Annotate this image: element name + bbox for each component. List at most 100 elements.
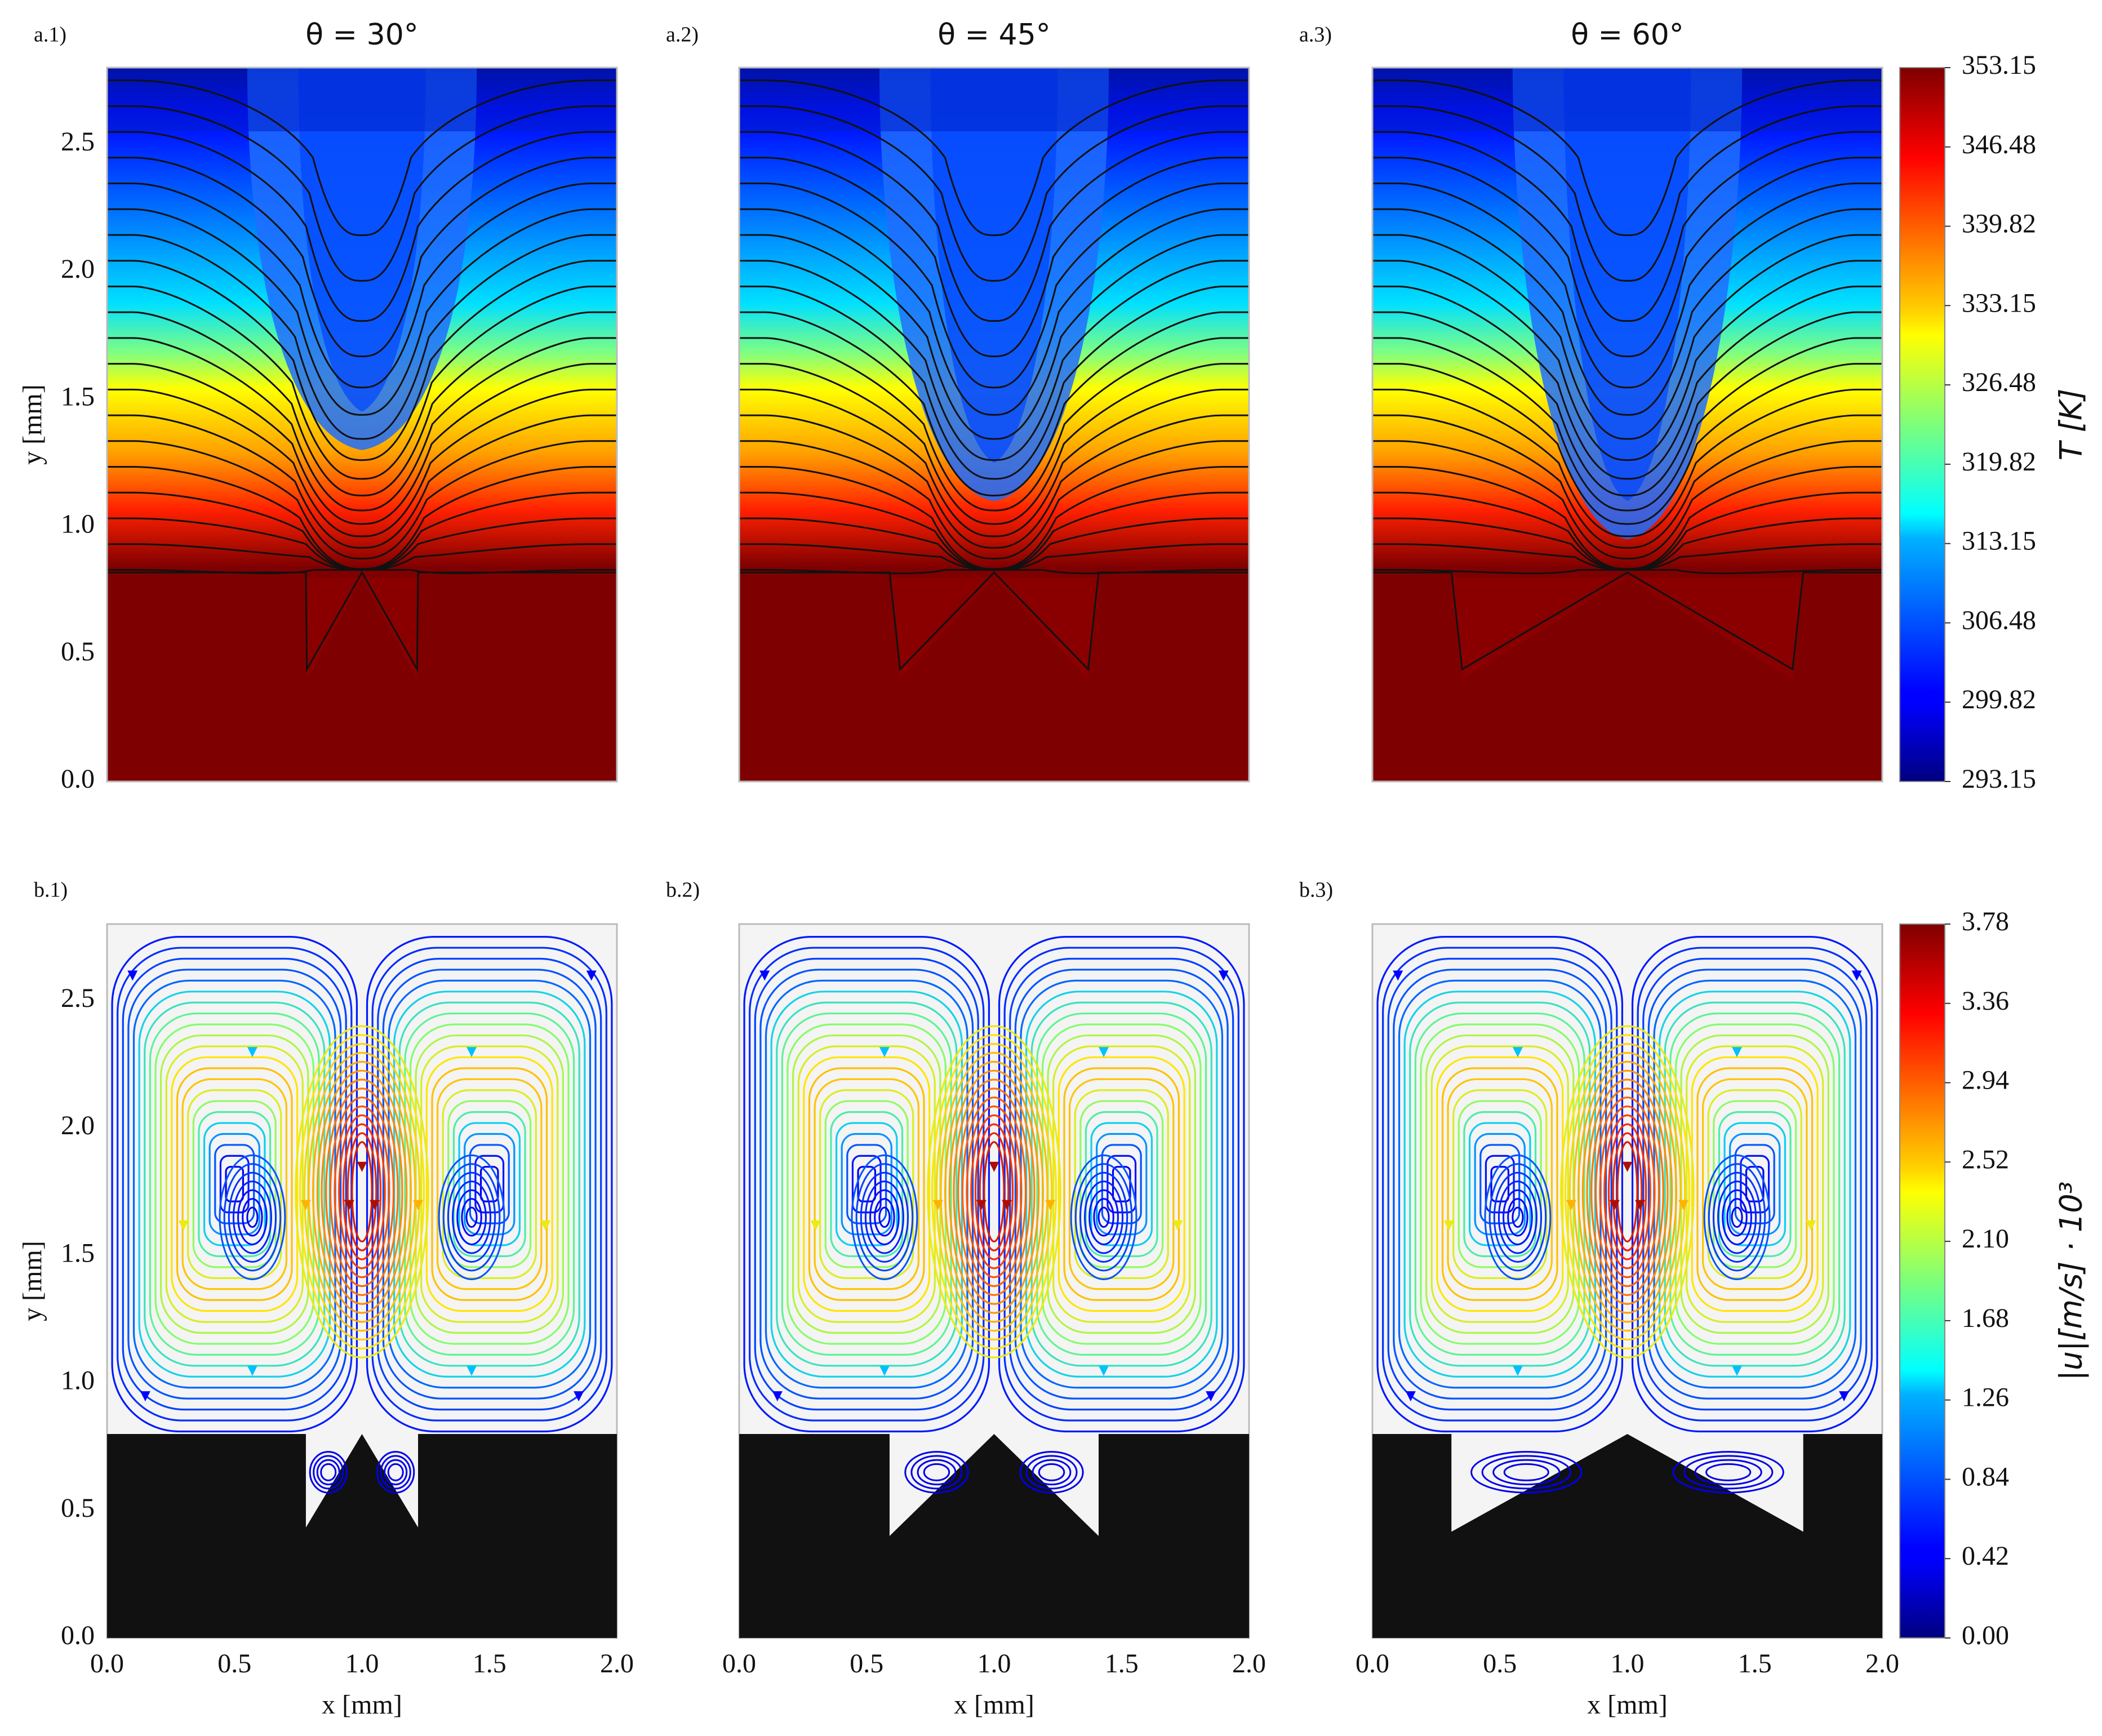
flow-arrow <box>247 1047 257 1058</box>
isotherm-line <box>1372 363 1882 525</box>
streamline <box>940 1051 1048 1332</box>
groove-streamline <box>1481 1455 1572 1490</box>
x-tick-label: 1.5 <box>473 1649 506 1679</box>
streamline <box>1603 1114 1651 1269</box>
vortex-core <box>237 1189 268 1246</box>
panel-frame <box>106 66 618 783</box>
vortex-core <box>442 1163 501 1272</box>
isotherm-line <box>739 363 1249 525</box>
x-tick-label: 2.0 <box>1232 1649 1266 1679</box>
vortex-core <box>869 1189 900 1246</box>
streamline <box>776 1001 958 1367</box>
streamline <box>431 1067 548 1301</box>
colorbar-tick-label: 0.84 <box>1962 1462 2009 1491</box>
x-axis-label: x [mm] <box>322 1690 402 1720</box>
groove-streamline <box>316 1459 340 1486</box>
colorbar-tick-label: 2.52 <box>1962 1144 2009 1174</box>
streamline <box>1599 1105 1656 1278</box>
streamline <box>425 1056 553 1312</box>
isotherm-line <box>739 183 1249 389</box>
streamline <box>127 969 342 1400</box>
isotherm-line <box>1372 491 1882 571</box>
panel-title: θ = 30° <box>305 18 419 52</box>
panel-label: b.2) <box>666 878 700 902</box>
streamline <box>1577 1060 1677 1323</box>
streamline <box>295 1025 429 1358</box>
isotherm-line <box>107 363 617 525</box>
groove-streamline <box>384 1459 408 1486</box>
colorbar-tick-label: 2.10 <box>1962 1224 2009 1254</box>
streamline <box>1106 1155 1137 1214</box>
streamline <box>935 1043 1053 1341</box>
streamline <box>803 1056 931 1312</box>
streamline <box>1079 1100 1164 1268</box>
streamline <box>122 957 347 1411</box>
flow-arrow <box>357 1161 367 1172</box>
vortex-core <box>461 1198 482 1237</box>
flow-arrow <box>344 1200 354 1210</box>
vortex-core <box>878 1206 891 1228</box>
colorbar-tick-label: 293.15 <box>1962 764 2036 794</box>
streamline <box>149 1013 320 1356</box>
vortex-core <box>242 1198 263 1237</box>
streamline <box>743 936 990 1433</box>
streamline <box>1696 1067 1814 1301</box>
isotherm-line <box>1372 311 1882 496</box>
isotherm-line <box>1372 440 1882 560</box>
streamline <box>181 1078 288 1290</box>
flow-arrow <box>466 1047 477 1058</box>
panel-frame <box>738 66 1250 783</box>
vortex-core <box>452 1180 492 1254</box>
vortex-core <box>1503 1189 1533 1246</box>
streamline <box>312 1060 412 1323</box>
streamline <box>1036 1013 1207 1356</box>
streamline <box>474 1155 505 1214</box>
vortex-core <box>1731 1206 1743 1228</box>
vortex-core <box>1097 1206 1110 1228</box>
streamline <box>1616 1141 1638 1242</box>
flow-arrow <box>1622 1161 1633 1172</box>
temperature-panel: θ = 30° a.1) 0.0 0.5 1.0 1.5 2.0 2.5 y [mm] <box>17 18 618 794</box>
streamline <box>198 1111 272 1258</box>
flow-arrow <box>1218 970 1229 981</box>
x-axis-label: x [mm] <box>1587 1690 1668 1720</box>
isotherm-line <box>107 311 617 496</box>
vortex-core <box>864 1180 904 1254</box>
streamline <box>1376 936 1624 1433</box>
flow-arrow <box>1405 1391 1416 1402</box>
streamline <box>1586 1078 1669 1305</box>
isotherm-line <box>107 157 617 357</box>
isotherm-line <box>107 183 617 389</box>
x-tick-label: 0.0 <box>1356 1649 1389 1679</box>
flow-arrow <box>932 1200 943 1210</box>
streamline <box>165 1045 304 1323</box>
temperature-panel: θ = 45° a.2) <box>666 18 1250 783</box>
streamline <box>452 1111 526 1258</box>
isotherm-line <box>739 131 1249 322</box>
groove-streamline <box>1672 1451 1784 1494</box>
streamline <box>983 1141 1005 1242</box>
streamline <box>420 1045 559 1323</box>
streamline <box>1564 1034 1691 1350</box>
streamline <box>342 1123 382 1260</box>
colorbar-gradient <box>1899 924 1945 1639</box>
streamline <box>171 1056 299 1312</box>
y-tick-label: 1.0 <box>61 1366 95 1396</box>
streamline <box>447 1100 532 1268</box>
streamline <box>1631 936 1878 1433</box>
isotherm-line <box>739 157 1249 357</box>
vortex-core <box>1708 1163 1766 1272</box>
streamline <box>1581 1069 1673 1314</box>
streamline <box>351 1141 373 1242</box>
panel-label: a.3) <box>1299 23 1332 47</box>
flow-arrow <box>1045 1200 1056 1210</box>
x-tick-label: 1.0 <box>977 1649 1011 1679</box>
x-tick-label: 0.0 <box>90 1649 124 1679</box>
vortex-core <box>219 1154 286 1280</box>
x-tick-label: 2.0 <box>1865 1649 1899 1679</box>
colorbar-label: T [K] <box>2054 389 2089 461</box>
x-tick-label: 1.0 <box>345 1649 379 1679</box>
flow-arrow <box>370 1200 380 1210</box>
flow-arrow <box>1839 1391 1850 1402</box>
streamline <box>754 957 979 1411</box>
